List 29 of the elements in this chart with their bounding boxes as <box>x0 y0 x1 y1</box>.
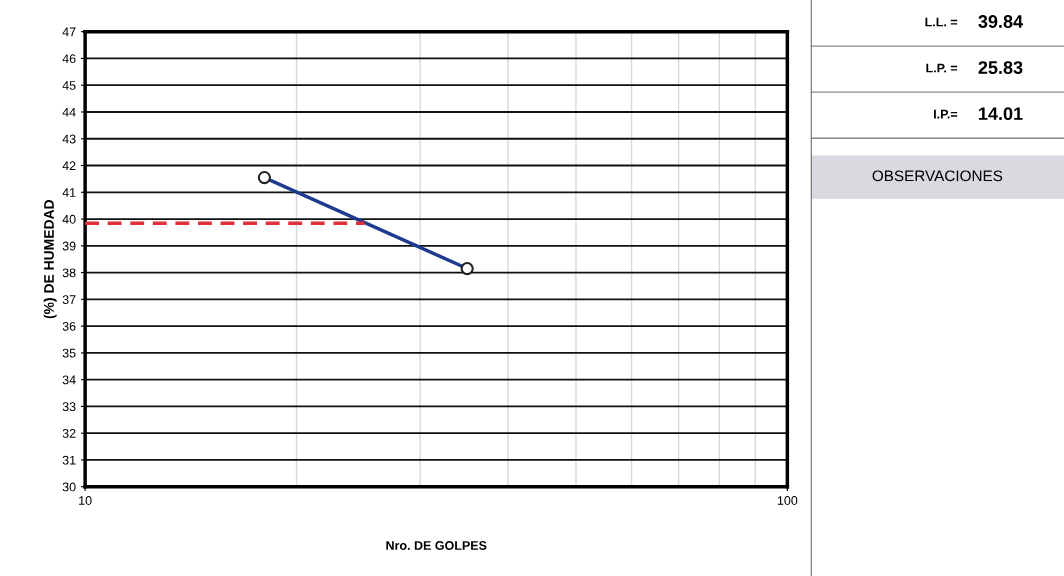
text: L.L. = <box>925 17 958 27</box>
y-tick-label: 35 <box>62 348 76 358</box>
text: OBSERVACIONES <box>872 170 1003 182</box>
y-tick-label: 38 <box>62 268 76 278</box>
y-tick-label: 44 <box>62 107 76 117</box>
y-tick-label: 33 <box>62 402 76 412</box>
y-axis-title: (%) DE HUMEDAD <box>43 199 57 319</box>
y-tick-label: 36 <box>62 321 76 331</box>
y-tick-label: 42 <box>62 161 76 171</box>
y-tick-label: 46 <box>62 54 76 64</box>
text: 25.83 <box>978 61 1023 74</box>
y-tick-label: 31 <box>62 455 76 465</box>
text: L.P. = <box>926 63 958 73</box>
y-tick-label: 43 <box>62 134 76 144</box>
y-tick-label: 34 <box>62 375 76 385</box>
y-tick-label: 32 <box>62 428 76 438</box>
y-tick-label: 47 <box>62 27 76 37</box>
x-tick-label: 100 <box>777 496 798 505</box>
text: 14.01 <box>979 107 1023 121</box>
x-axis-title: Nro. DE GOLPES <box>386 541 487 550</box>
y-tick-label: 37 <box>62 295 76 304</box>
text: I.P.= <box>934 109 958 119</box>
y-tick-label: 30 <box>62 482 76 492</box>
x-tick-label: 10 <box>79 496 92 505</box>
y-tick-label: 45 <box>62 81 76 90</box>
y-tick-label: 41 <box>62 188 76 197</box>
y-tick-label: 40 <box>62 214 76 224</box>
y-tick-label: 39 <box>62 241 76 251</box>
text: 39.84 <box>978 15 1023 28</box>
